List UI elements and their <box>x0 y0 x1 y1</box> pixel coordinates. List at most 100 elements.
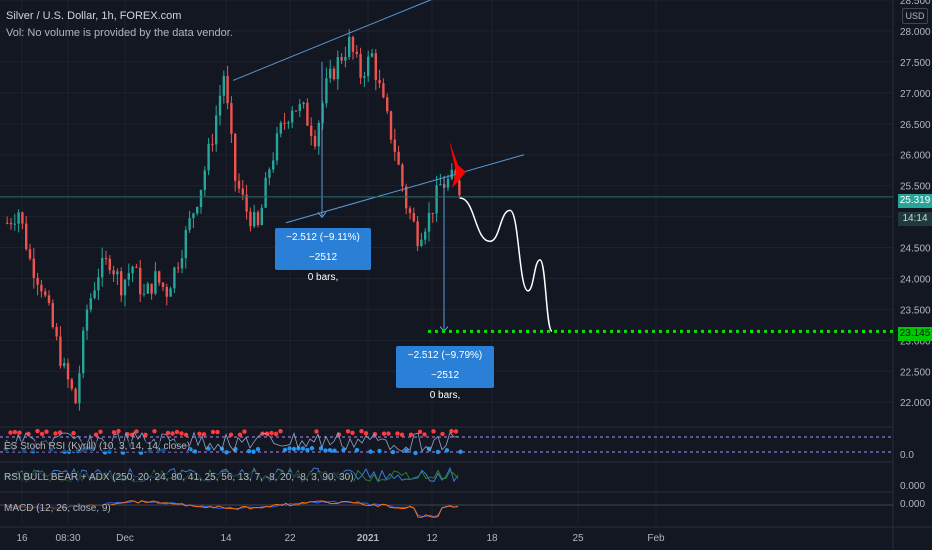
candle-body <box>222 76 225 96</box>
candle <box>66 358 70 388</box>
candle <box>291 106 294 129</box>
stoch-dot <box>390 449 396 455</box>
currency-button[interactable]: USD <box>902 8 928 24</box>
candle-body <box>173 267 176 289</box>
stoch-dot <box>435 449 441 455</box>
candle-body <box>310 125 313 136</box>
candle <box>25 216 28 251</box>
stoch-dot <box>386 431 391 436</box>
candle <box>150 283 153 300</box>
candle-body <box>291 110 294 123</box>
candle <box>268 167 271 186</box>
candle <box>279 120 282 138</box>
candle <box>435 175 438 222</box>
x-tick-label: 2021 <box>357 533 380 544</box>
candle <box>325 67 328 108</box>
stoch-dot <box>246 448 252 454</box>
candle <box>47 290 51 306</box>
candle-body <box>161 282 165 287</box>
candle <box>298 99 301 118</box>
candle <box>177 262 180 273</box>
candle-body <box>146 283 149 294</box>
measurement-box-1: −2.512 (−9.11%) −2512 0 bars, <box>275 228 371 283</box>
rsi-adx-label[interactable]: RSI BULL BEAR + ADX (250, 20, 24, 80, 41… <box>4 472 354 483</box>
candle-body <box>234 133 237 181</box>
measurement-1-line2: 0 bars, <box>307 272 339 283</box>
candle <box>260 204 263 226</box>
measurement-1-line1: −2.512 (−9.11%) −2512 <box>286 232 360 263</box>
candle-body <box>169 288 172 297</box>
candle-body <box>306 102 309 126</box>
candle <box>363 71 366 88</box>
stoch-dot <box>458 449 463 454</box>
stoch-dot <box>143 432 148 438</box>
candle-body <box>211 143 214 145</box>
stoch-dot <box>228 432 234 437</box>
candle-body <box>283 122 286 124</box>
stoch-dot <box>44 429 49 434</box>
stoch-dot <box>354 447 360 453</box>
candle <box>192 212 195 228</box>
candle <box>51 299 54 329</box>
candle-body <box>378 79 381 84</box>
candle <box>222 70 225 104</box>
x-tick-label: Feb <box>647 533 665 544</box>
candle-body <box>47 295 51 304</box>
measurement-1-arrow <box>317 212 327 219</box>
candle-body <box>329 68 332 79</box>
candle <box>344 46 347 68</box>
stoch-dot <box>345 429 351 434</box>
candle-body <box>55 326 58 337</box>
stoch-rsi-label[interactable]: ES Stoch RSI (Kyrill) (10, 3, 14, 14, cl… <box>4 441 191 452</box>
stoch-dot <box>12 429 18 435</box>
stoch-dot <box>273 431 279 437</box>
macd-axis-value: 0.000 <box>900 499 926 510</box>
macd-label[interactable]: MACD (12, 26, close, 9) <box>4 503 111 514</box>
candle-body <box>374 53 377 80</box>
candle <box>374 49 377 91</box>
candle <box>173 266 176 293</box>
candle-body <box>131 266 134 274</box>
candle-body <box>93 290 96 299</box>
candle <box>17 209 20 233</box>
candle-body <box>51 303 54 327</box>
stoch-dot <box>377 448 382 454</box>
candle-body <box>241 188 244 195</box>
candle <box>161 282 165 291</box>
candle <box>207 137 210 176</box>
stoch-dot <box>341 447 346 453</box>
stoch-dot <box>170 431 175 436</box>
candle-body <box>279 122 282 134</box>
candle <box>237 173 241 193</box>
candle <box>283 112 286 130</box>
candle <box>294 110 298 112</box>
candle <box>158 270 161 286</box>
stoch-dot <box>71 430 76 436</box>
candle <box>93 282 96 300</box>
candle-body <box>218 95 222 116</box>
candle <box>104 250 108 265</box>
candle <box>112 265 115 282</box>
y-tick-label: 22.500 <box>900 367 931 378</box>
candle <box>169 286 172 297</box>
y-tick-label: 26.500 <box>900 120 931 131</box>
candle-body <box>420 239 423 246</box>
candle <box>21 211 24 230</box>
stoch-dot <box>363 431 369 436</box>
candle-body <box>230 103 233 134</box>
candle-body <box>177 267 180 269</box>
stoch-dot <box>210 429 216 435</box>
candle <box>340 53 343 65</box>
candle <box>386 93 389 114</box>
candle <box>302 101 305 109</box>
stoch-dot <box>183 432 189 437</box>
x-tick-label: 14 <box>220 533 232 544</box>
candle-body <box>207 143 210 171</box>
candle <box>272 152 275 173</box>
stoch-dot <box>296 446 301 451</box>
candle <box>165 283 168 306</box>
trend-channel-lower <box>285 154 525 224</box>
candle-body <box>427 212 431 232</box>
candle-body <box>237 180 241 189</box>
